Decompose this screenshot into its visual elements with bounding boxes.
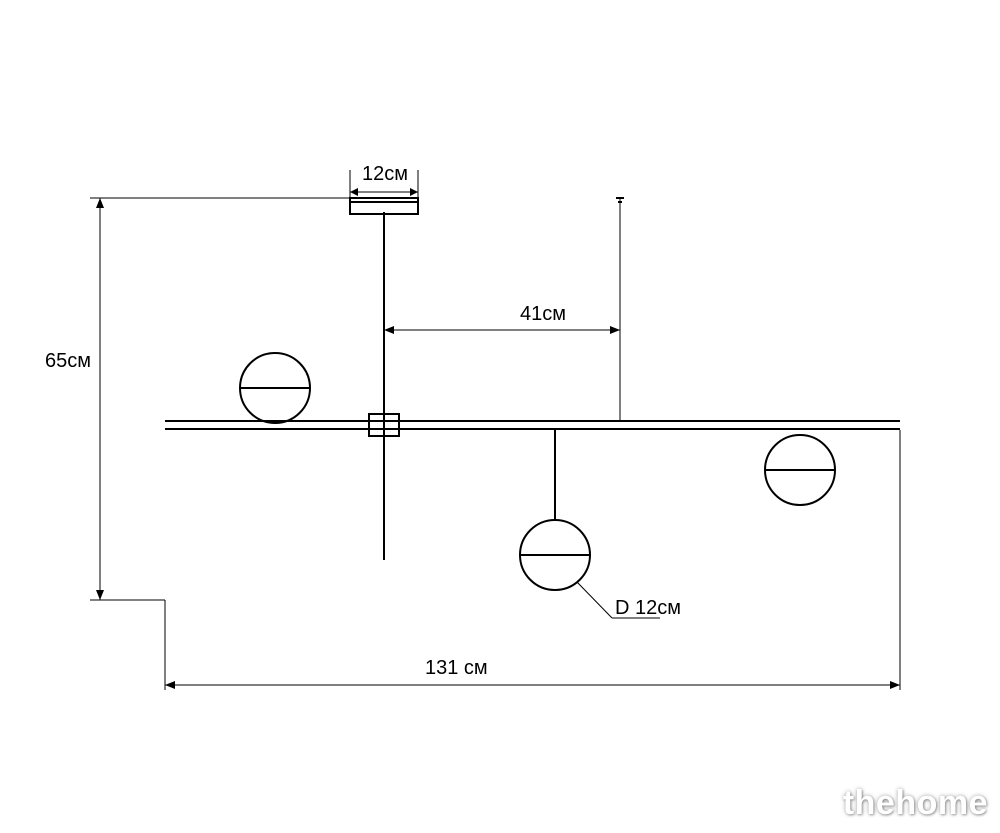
label-total-height: 65см — [45, 350, 91, 373]
globe-right — [765, 435, 835, 505]
dim-rod-spacing — [384, 326, 620, 334]
drawing-svg — [0, 0, 1000, 833]
globe-left — [240, 353, 310, 423]
watermark: thehome — [843, 784, 988, 823]
label-globe-diameter: D 12см — [615, 597, 681, 620]
label-total-width: 131 см — [425, 657, 488, 680]
dim-height — [90, 198, 350, 600]
label-rod-spacing: 41см — [520, 303, 566, 326]
globe-mid — [520, 430, 590, 590]
secondary-rod — [616, 198, 624, 421]
diagram-canvas: 12см 65см 41см D 12см 131 см thehome — [0, 0, 1000, 833]
label-canopy-width: 12см — [362, 163, 408, 186]
ceiling-canopy — [350, 198, 418, 214]
